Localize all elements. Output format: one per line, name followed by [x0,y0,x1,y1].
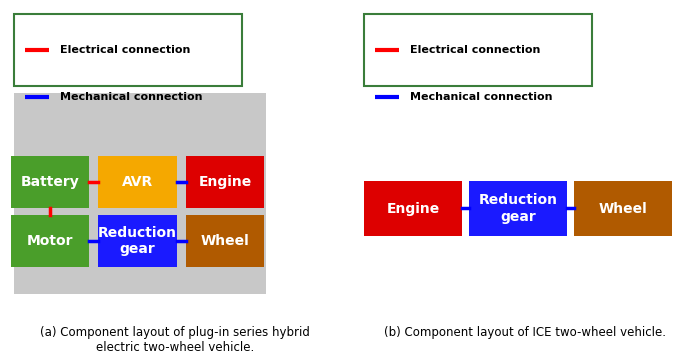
Text: (b) Component layout of ICE two-wheel vehicle.: (b) Component layout of ICE two-wheel ve… [384,326,666,339]
Text: Motor: Motor [27,234,73,248]
Text: Reduction
gear: Reduction gear [98,226,177,256]
FancyBboxPatch shape [364,181,462,236]
Text: Electrical connection: Electrical connection [60,45,190,55]
FancyBboxPatch shape [574,181,672,236]
Text: Engine: Engine [198,175,251,189]
Text: Electrical connection: Electrical connection [410,45,540,55]
FancyBboxPatch shape [10,215,90,267]
FancyBboxPatch shape [469,181,567,236]
Text: Reduction
gear: Reduction gear [479,193,557,224]
Text: (a) Component layout of plug-in series hybrid
electric two-wheel vehicle.: (a) Component layout of plug-in series h… [40,326,310,354]
FancyBboxPatch shape [186,156,265,208]
FancyBboxPatch shape [10,156,90,208]
FancyBboxPatch shape [14,14,241,86]
Text: Wheel: Wheel [200,234,249,248]
Text: Mechanical connection: Mechanical connection [60,92,202,102]
FancyBboxPatch shape [98,156,176,208]
Text: AVR: AVR [122,175,153,189]
Text: Mechanical connection: Mechanical connection [410,92,552,102]
Text: Wheel: Wheel [598,202,648,216]
Text: Battery: Battery [20,175,79,189]
FancyBboxPatch shape [186,215,265,267]
FancyBboxPatch shape [98,215,176,267]
FancyBboxPatch shape [14,93,266,294]
Text: Engine: Engine [386,202,440,216]
FancyBboxPatch shape [364,14,592,86]
